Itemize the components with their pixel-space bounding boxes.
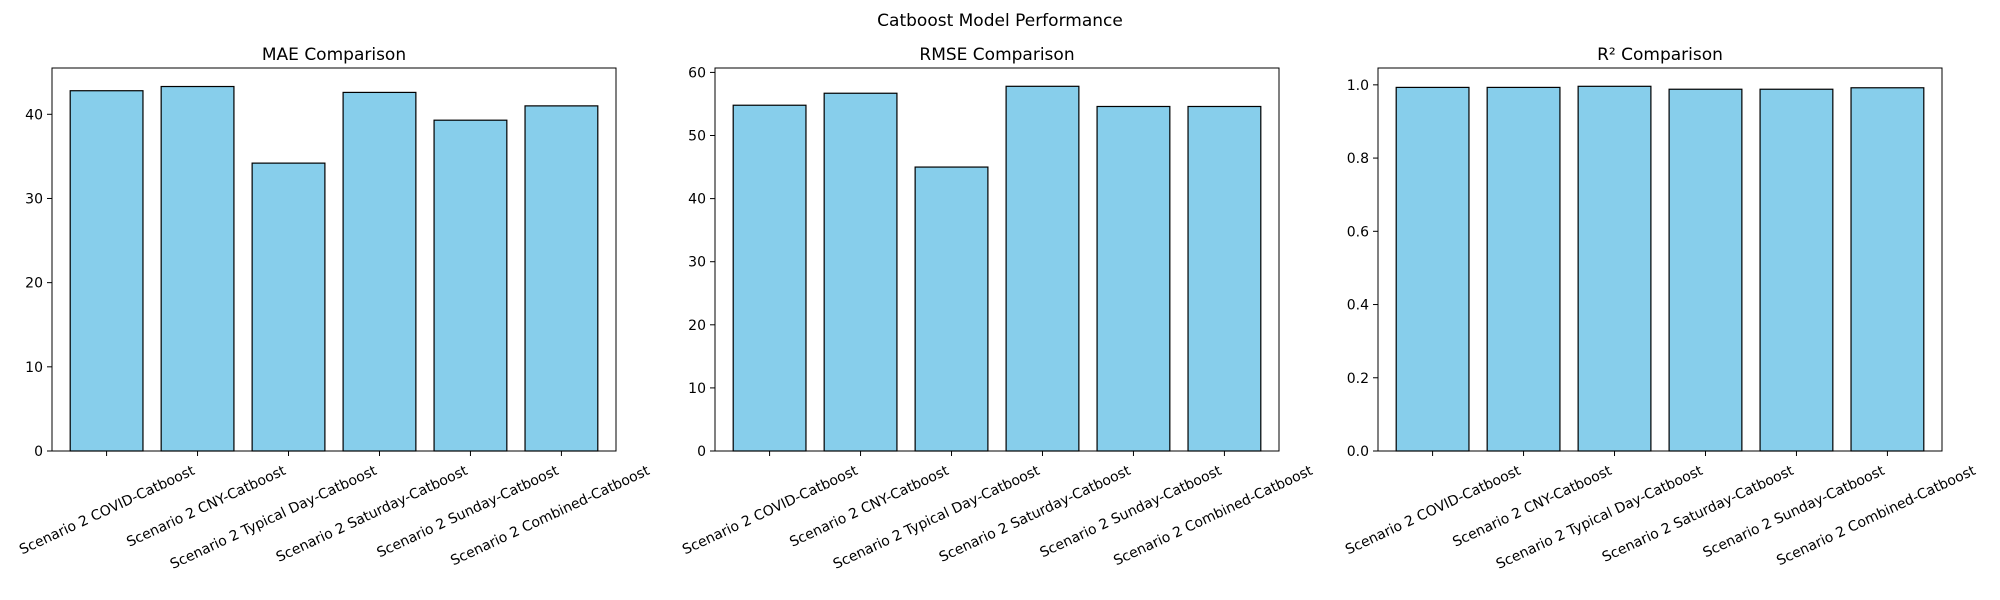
y-tick-label: 0.4 [1347, 298, 1369, 314]
y-tick-label: 0 [697, 444, 706, 460]
plot-frame [1377, 67, 1943, 452]
bar-scenario-2-sunday-catboost [433, 119, 508, 452]
y-tick-label: 50 [688, 129, 706, 145]
y-tick-label: 0.6 [1347, 224, 1369, 240]
y-tick-label: 1.0 [1347, 78, 1369, 94]
bar-scenario-2-typical-day-catboost [914, 166, 989, 452]
bar-scenario-2-covid-catboost [1395, 86, 1470, 452]
y-tick-label: 40 [25, 107, 43, 123]
chart-title: MAE Comparison [262, 45, 406, 65]
y-tick-label: 0.2 [1347, 371, 1369, 387]
y-tick-label: 10 [25, 360, 43, 376]
bar-scenario-2-sunday-catboost [1759, 88, 1834, 452]
plot-frame [51, 67, 617, 452]
bar-scenario-2-cny-catboost [1486, 86, 1561, 452]
bar-scenario-2-combined-catboost [524, 105, 599, 452]
y-tick-label: 60 [688, 65, 706, 81]
bar-scenario-2-saturday-catboost [1668, 88, 1743, 452]
bar-scenario-2-cny-catboost [823, 92, 898, 452]
y-tick-label: 20 [688, 318, 706, 334]
y-tick-label: 30 [25, 191, 43, 207]
bar-scenario-2-combined-catboost [1850, 87, 1925, 452]
y-tick-label: 0.8 [1347, 151, 1369, 167]
y-tick-label: 10 [688, 381, 706, 397]
bar-scenario-2-covid-catboost [69, 90, 144, 452]
bar-scenario-2-cny-catboost [160, 85, 235, 452]
y-tick-label: 40 [688, 192, 706, 208]
bar-scenario-2-saturday-catboost [342, 91, 417, 452]
y-tick-label: 0 [34, 444, 43, 460]
y-tick-label: 20 [25, 276, 43, 292]
figure-suptitle: Catboost Model Performance [877, 11, 1123, 31]
y-tick-label: 0.0 [1347, 444, 1369, 460]
bar-scenario-2-typical-day-catboost [251, 162, 326, 452]
chart-title: R² Comparison [1597, 45, 1723, 65]
bar-scenario-2-typical-day-catboost [1577, 85, 1652, 452]
chart-title: RMSE Comparison [919, 45, 1074, 65]
y-tick-label: 30 [688, 255, 706, 271]
bar-scenario-2-sunday-catboost [1096, 105, 1171, 452]
bar-scenario-2-combined-catboost [1187, 105, 1262, 452]
bar-scenario-2-saturday-catboost [1005, 85, 1080, 452]
plot-frame [714, 67, 1280, 452]
bar-scenario-2-covid-catboost [732, 104, 807, 452]
